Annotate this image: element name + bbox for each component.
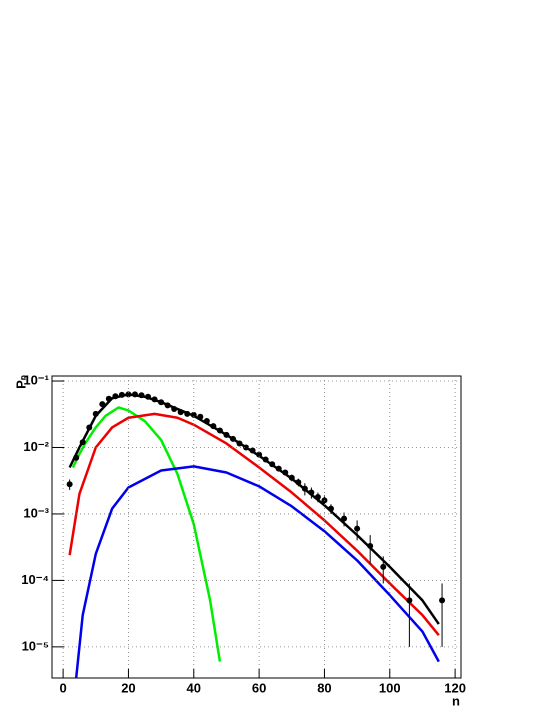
y-tick-label: 10⁻² <box>23 439 49 454</box>
data-point <box>275 465 282 472</box>
data-point <box>105 395 112 402</box>
curve <box>68 412 440 636</box>
data-point <box>171 405 178 412</box>
data-point <box>99 401 106 408</box>
x-axis-label: n <box>452 693 460 708</box>
data-point <box>236 440 243 447</box>
data-point <box>249 447 256 454</box>
data-point <box>184 410 191 417</box>
x-tick-label: 120 <box>444 680 466 695</box>
data-point <box>190 411 197 418</box>
data-point <box>301 485 308 492</box>
data-point <box>66 481 73 488</box>
curve <box>74 465 440 678</box>
data-point <box>197 413 204 420</box>
data-point <box>256 451 263 458</box>
y-tick-label: 10⁻⁵ <box>22 638 49 653</box>
curve <box>68 393 440 625</box>
data-point <box>406 597 413 604</box>
x-tick-label: 40 <box>187 680 201 695</box>
data-point <box>177 409 184 416</box>
plot-frame <box>51 375 462 679</box>
data-point <box>354 525 361 532</box>
data-point <box>92 410 99 417</box>
data-point <box>112 393 119 400</box>
data-point <box>308 489 315 496</box>
data-point <box>341 515 348 522</box>
curve <box>71 406 222 662</box>
data-point <box>125 391 132 398</box>
y-tick-label: 10⁻³ <box>23 505 49 520</box>
data-point <box>131 391 138 398</box>
data-point <box>262 456 269 463</box>
data-point <box>73 454 80 461</box>
data-point <box>138 392 145 399</box>
data-point <box>439 597 446 604</box>
data-point <box>203 418 210 425</box>
data-point <box>380 563 387 570</box>
data-point <box>269 461 276 468</box>
x-tick-label: 20 <box>121 680 135 695</box>
data-point <box>223 431 230 438</box>
data-point <box>282 469 289 476</box>
x-tick-label: 0 <box>59 680 66 695</box>
plot-area <box>66 391 446 678</box>
data-point <box>229 435 236 442</box>
data-point <box>243 444 250 451</box>
x-tick-label: 80 <box>317 680 331 695</box>
data-point <box>164 402 171 409</box>
data-point <box>118 391 125 398</box>
data-point <box>210 423 217 430</box>
y-tick-label: 10⁻¹ <box>23 372 49 387</box>
data-point <box>367 542 374 549</box>
x-tick-label: 60 <box>252 680 266 695</box>
data-point <box>295 479 302 486</box>
y-tick-label: 10⁻⁴ <box>21 572 49 587</box>
data-point <box>216 427 223 434</box>
data-point <box>288 474 295 481</box>
data-point <box>158 399 165 406</box>
data-point <box>151 396 158 403</box>
x-tick-label: 100 <box>379 680 401 695</box>
data-point <box>86 424 93 431</box>
y-axis-label: Pₙ <box>13 375 28 389</box>
data-point <box>145 393 152 400</box>
data-point <box>314 493 321 500</box>
data-point <box>79 439 86 446</box>
data-point <box>327 505 334 512</box>
